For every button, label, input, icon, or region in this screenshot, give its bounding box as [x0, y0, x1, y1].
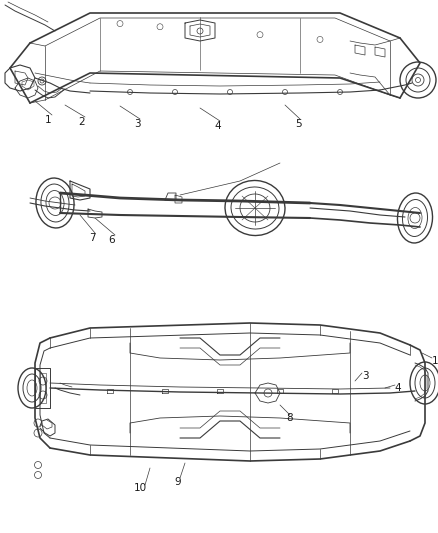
- Text: 5: 5: [295, 119, 301, 129]
- Text: 3: 3: [134, 119, 140, 129]
- Text: 9: 9: [175, 477, 181, 487]
- Text: 1: 1: [45, 115, 51, 125]
- Text: 8: 8: [287, 413, 293, 423]
- Text: 2: 2: [79, 117, 85, 127]
- Text: 4: 4: [395, 383, 401, 393]
- Text: 7: 7: [88, 233, 95, 243]
- Text: 10: 10: [134, 483, 147, 493]
- Text: 6: 6: [109, 235, 115, 245]
- Text: 1: 1: [432, 356, 438, 366]
- Text: 3: 3: [362, 371, 368, 381]
- Text: 4: 4: [215, 121, 221, 131]
